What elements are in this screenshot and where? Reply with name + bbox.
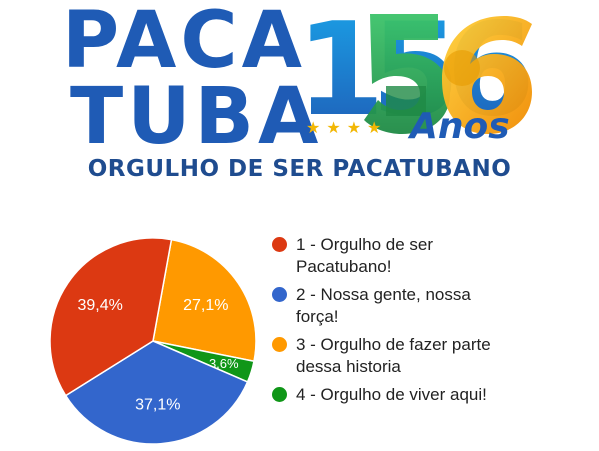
stars-decoration: ★★★★ (306, 120, 388, 137)
header: PACA TUBA 156 ★★★★ Anos ORGULHO DE SER P… (0, 0, 599, 190)
slice-label-1: 39,4% (77, 297, 122, 314)
building-icon (386, 86, 426, 116)
pie-chart: 27,1% 3,6% 37,1% 39,4% (49, 237, 257, 445)
legend-swatch-1 (272, 237, 287, 252)
legend-swatch-4 (272, 387, 287, 402)
legend-label-1: 1 - Orgulho de ser Pacatubano! (296, 235, 434, 276)
slice-label-4: 3,6% (209, 356, 239, 371)
legend: 1 - Orgulho de ser Pacatubano! 2 - Nossa … (272, 234, 592, 412)
number-5-shape (364, 14, 450, 134)
brand-line-1: PACA (62, 0, 306, 86)
pie-slice-2 (64, 340, 249, 445)
number-6-shape (442, 16, 532, 134)
tagline: ORGULHO DE SER PACATUBANO (87, 156, 512, 182)
slice-label-2: 37,1% (135, 397, 180, 414)
legend-item-3: 3 - Orgulho de fazer parte dessa histori… (272, 334, 592, 378)
legend-label-3: 3 - Orgulho de fazer parte dessa histori… (296, 335, 491, 376)
legend-swatch-3 (272, 337, 287, 352)
legend-item-4: 4 - Orgulho de viver aqui! (272, 384, 592, 406)
sun-icon (444, 50, 480, 86)
anniversary-logo: 156 (296, 6, 534, 136)
pie-slice-3 (152, 238, 257, 363)
legend-item-2: 2 - Nossa gente, nossa força! (272, 284, 592, 328)
legend-swatch-2 (272, 287, 287, 302)
legend-item-1: 1 - Orgulho de ser Pacatubano! (272, 234, 592, 278)
legend-label-4: 4 - Orgulho de viver aqui! (296, 385, 487, 404)
anniversary-word: Anos (410, 106, 510, 147)
legend-label-2: 2 - Nossa gente, nossa força! (296, 285, 471, 326)
slice-label-3: 27,1% (183, 297, 228, 314)
pie-slice-1 (49, 237, 173, 397)
brand-line-2: TUBA (70, 72, 323, 162)
